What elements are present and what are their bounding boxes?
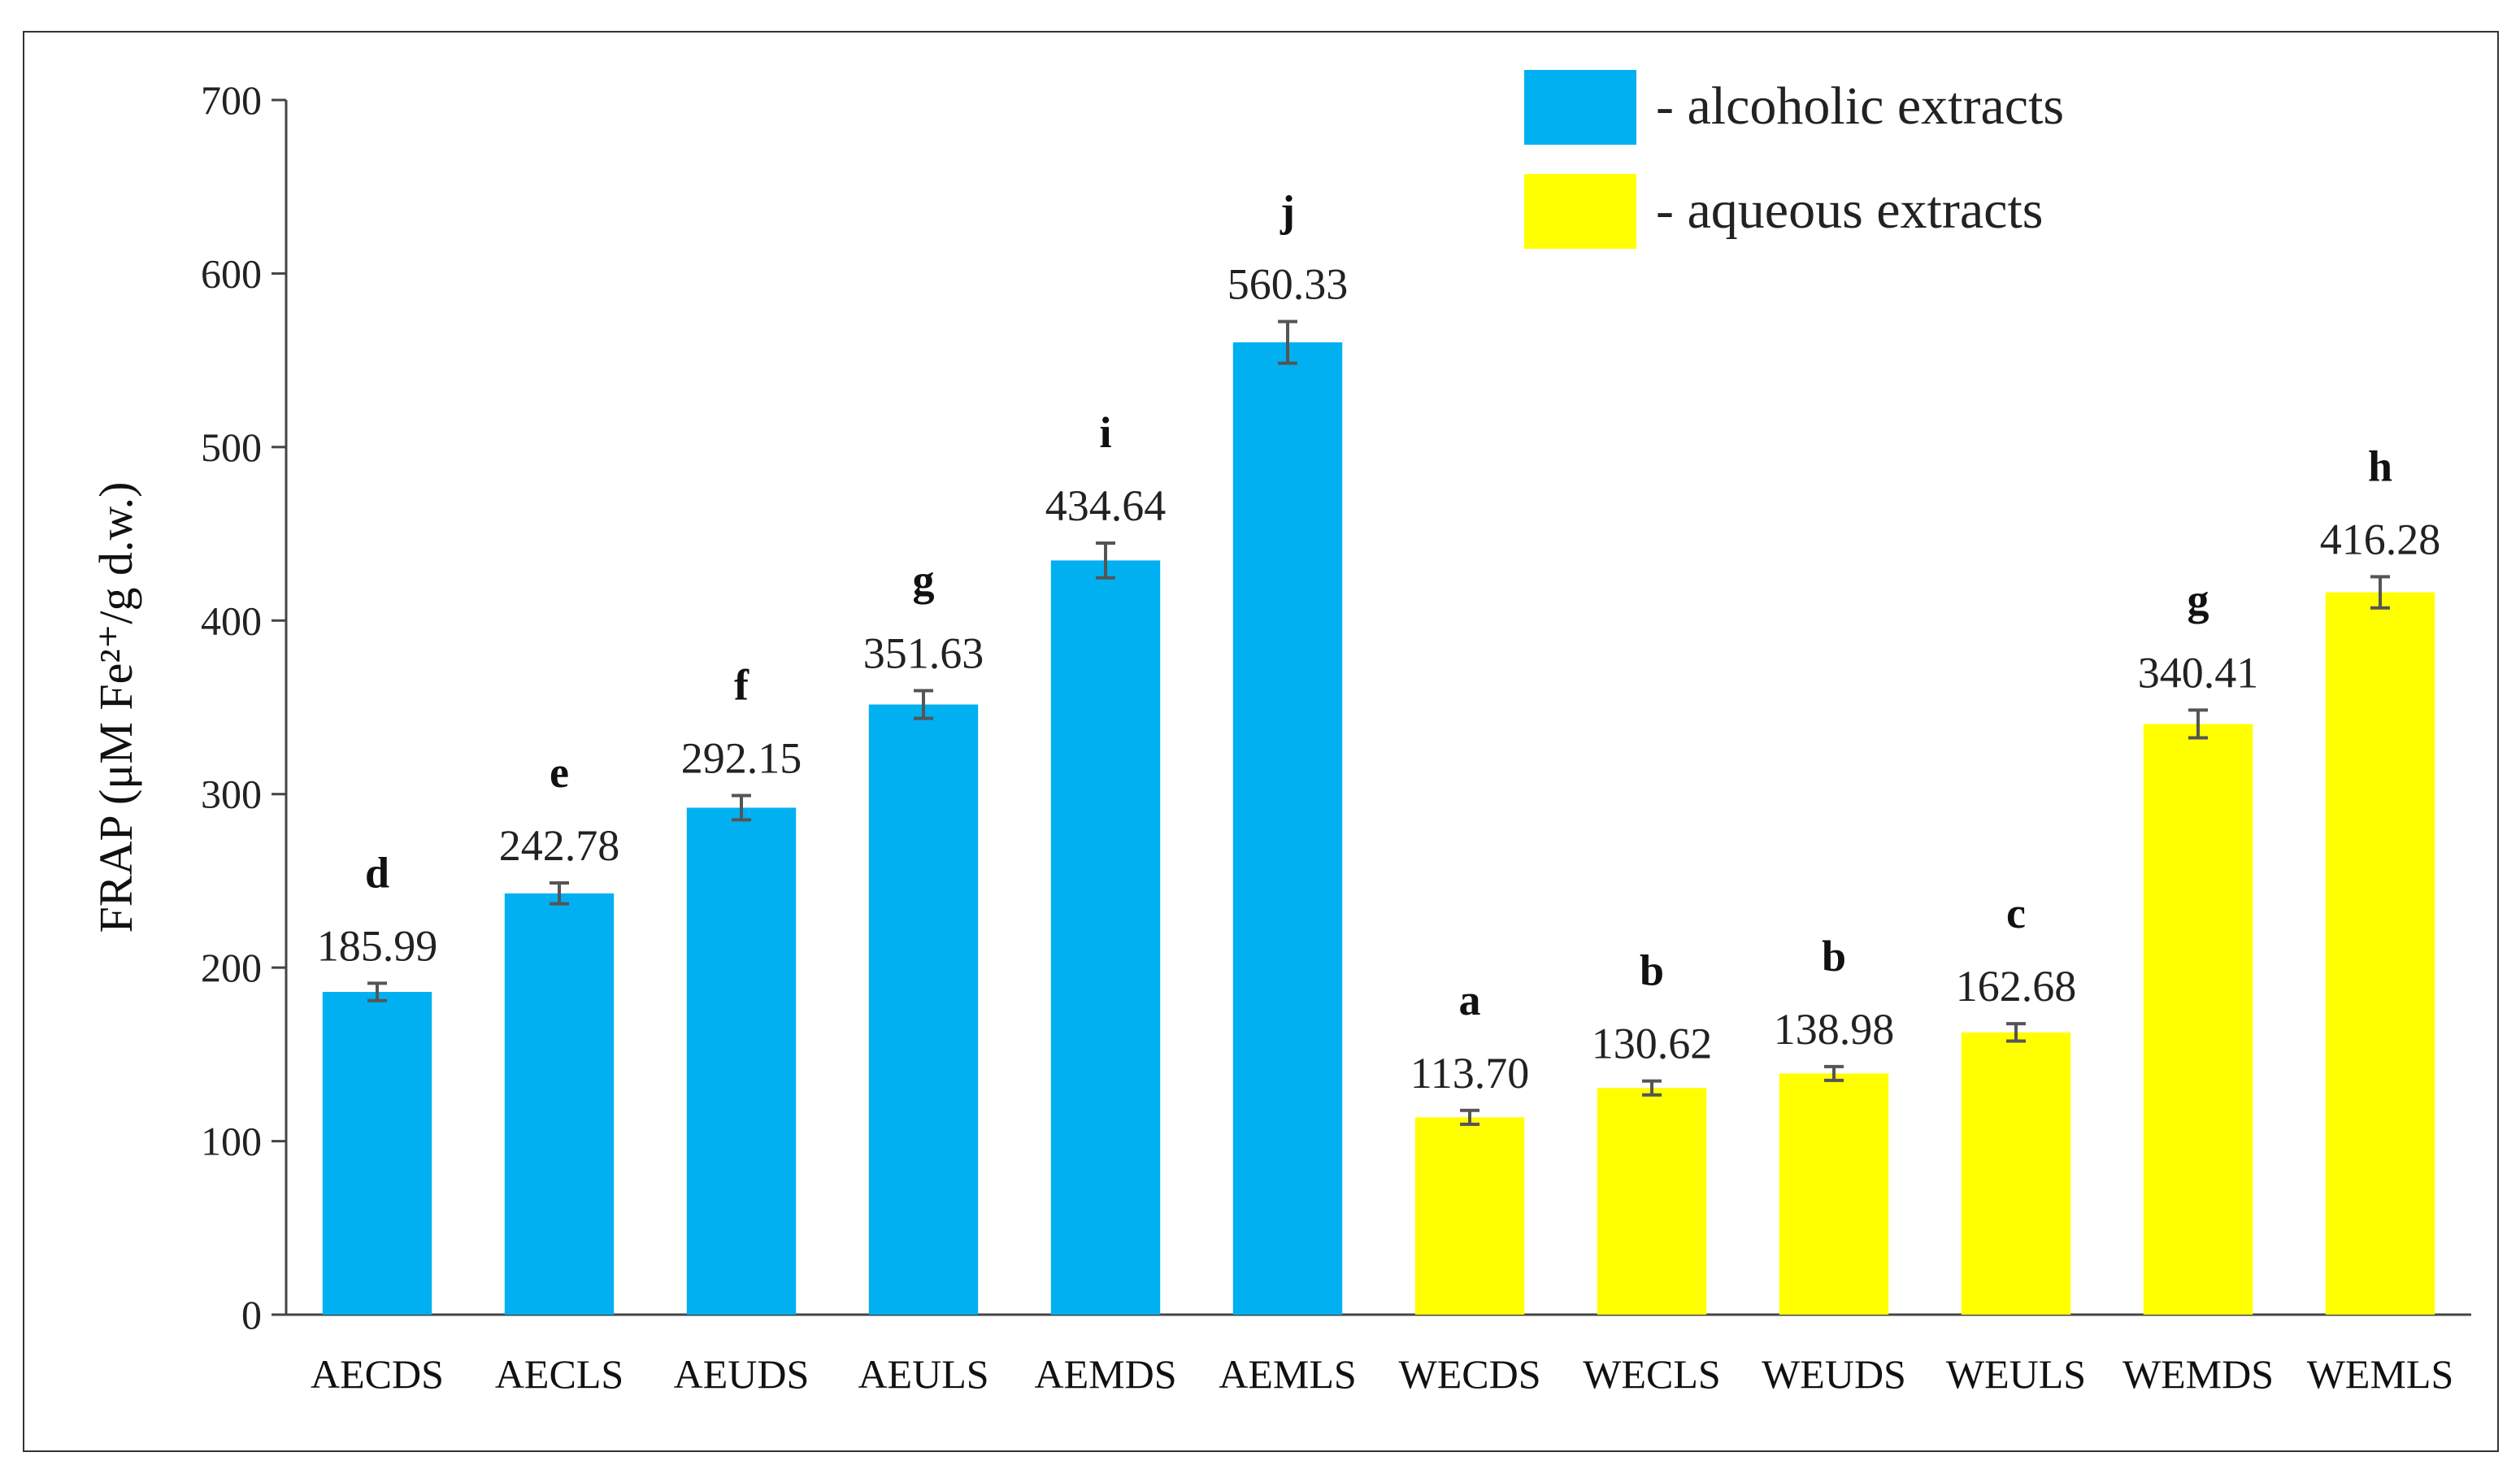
x-tick-label: WEUDS	[1762, 1351, 1906, 1397]
value-label: 340.41	[2138, 648, 2259, 697]
bar-aecds	[322, 992, 432, 1315]
bar-wemls	[2325, 592, 2435, 1315]
bar-aeuls	[868, 704, 979, 1315]
value-label: 162.68	[1956, 962, 2077, 1011]
bar-weuds	[1779, 1073, 1889, 1315]
value-label: 351.63	[863, 628, 984, 677]
x-tick-label: AECLS	[495, 1351, 623, 1397]
y-tick-label: 500	[201, 424, 262, 470]
value-label: 416.28	[2320, 515, 2441, 563]
y-tick-label: 200	[201, 945, 262, 990]
x-tick-label: AEUDS	[674, 1351, 810, 1397]
significance-letter: c	[2006, 889, 2026, 937]
bar-wecls	[1597, 1088, 1707, 1315]
significance-letter: i	[1099, 408, 1111, 457]
significance-letter: a	[1459, 976, 1481, 1024]
x-tick-label: AEMLS	[1219, 1351, 1356, 1397]
value-label: 130.62	[1592, 1020, 1713, 1068]
bar-chart: 0 100 200 300 400 500 600 700 FRAP (μM Fe²⁺/g d.…	[89, 70, 2471, 1397]
y-tick-label: 100	[201, 1119, 262, 1164]
x-tick-label: WEULS	[1946, 1351, 2086, 1397]
significance-letter: e	[550, 748, 569, 797]
x-tick-label: AEULS	[858, 1351, 988, 1397]
legend-swatch-aqueous	[1524, 174, 1636, 249]
y-tick-label: 300	[201, 772, 262, 817]
value-label: 113.70	[1410, 1049, 1530, 1098]
x-tick-label: WEMLS	[2307, 1351, 2454, 1397]
value-label: 138.98	[1774, 1005, 1895, 1054]
value-label: 242.78	[499, 821, 620, 870]
significance-letter: h	[2368, 441, 2392, 490]
significance-letter: b	[1822, 932, 1846, 980]
legend-label-alcoholic: - alcoholic extracts	[1656, 76, 2064, 136]
y-tick-label: 700	[201, 77, 262, 123]
significance-letter: f	[734, 661, 749, 710]
value-label: 560.33	[1227, 259, 1349, 308]
x-tick-label: WECDS	[1399, 1351, 1541, 1397]
significance-letter: g	[2188, 575, 2209, 624]
legend-label-aqueous: - aqueous extracts	[1656, 180, 2043, 240]
bar-weuls	[1961, 1032, 2071, 1315]
value-label: 185.99	[317, 921, 438, 970]
bar-aemls	[1232, 342, 1343, 1315]
significance-letter: g	[913, 555, 935, 604]
bar-aemds	[1050, 560, 1161, 1315]
chart-frame: 0 100 200 300 400 500 600 700 FRAP (μM Fe²⁺/g d.…	[23, 31, 2499, 1452]
significance-letter: d	[365, 848, 389, 897]
bar-wecds	[1414, 1117, 1525, 1315]
significance-letter: j	[1280, 186, 1295, 235]
value-label: 434.64	[1045, 481, 1167, 530]
x-tick-label: WEMDS	[2122, 1351, 2274, 1397]
significance-letter: b	[1640, 946, 1664, 995]
bar-wemds	[2143, 724, 2253, 1315]
legend-swatch-alcoholic	[1524, 70, 1636, 145]
value-label: 292.15	[681, 734, 802, 783]
y-tick-label: 400	[201, 598, 262, 643]
y-tick-label: 600	[201, 250, 262, 296]
y-axis-title: FRAP (μM Fe²⁺/g d.w.)	[89, 482, 142, 933]
x-tick-label: AECDS	[311, 1351, 444, 1397]
x-tick-label: AEMDS	[1034, 1351, 1176, 1397]
bar-aeuds	[686, 807, 797, 1315]
y-tick-label: 0	[241, 1292, 262, 1337]
bar-aecls	[504, 893, 615, 1315]
x-tick-label: WECLS	[1583, 1351, 1720, 1397]
